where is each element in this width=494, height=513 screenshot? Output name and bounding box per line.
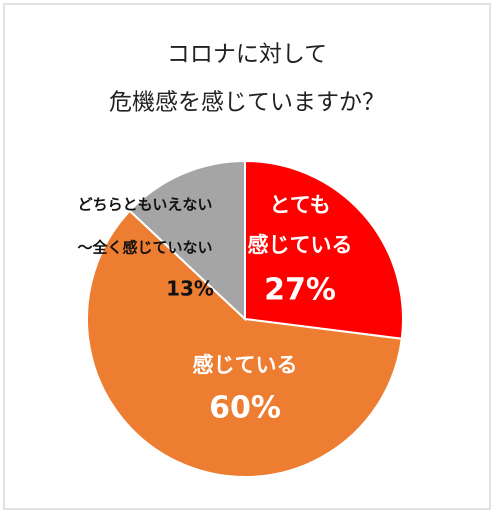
value-label: 13% (166, 277, 214, 301)
value-label: 27% (264, 273, 336, 308)
slice-label: 感じている (248, 233, 353, 257)
value-label: 60% (209, 391, 281, 426)
slice-label: 感じている (193, 353, 298, 377)
slice-label: とても (269, 193, 330, 217)
pie-slice (86, 209, 403, 478)
chart-title: コロナに対して (167, 42, 327, 68)
slice-label: どちらともいえない (78, 196, 213, 214)
pie-slice (128, 159, 246, 322)
chart-title: 危機感を感じていますか？ (109, 90, 385, 116)
pie-slice (244, 159, 404, 340)
slice-label: ～全く感じていない (77, 239, 212, 257)
